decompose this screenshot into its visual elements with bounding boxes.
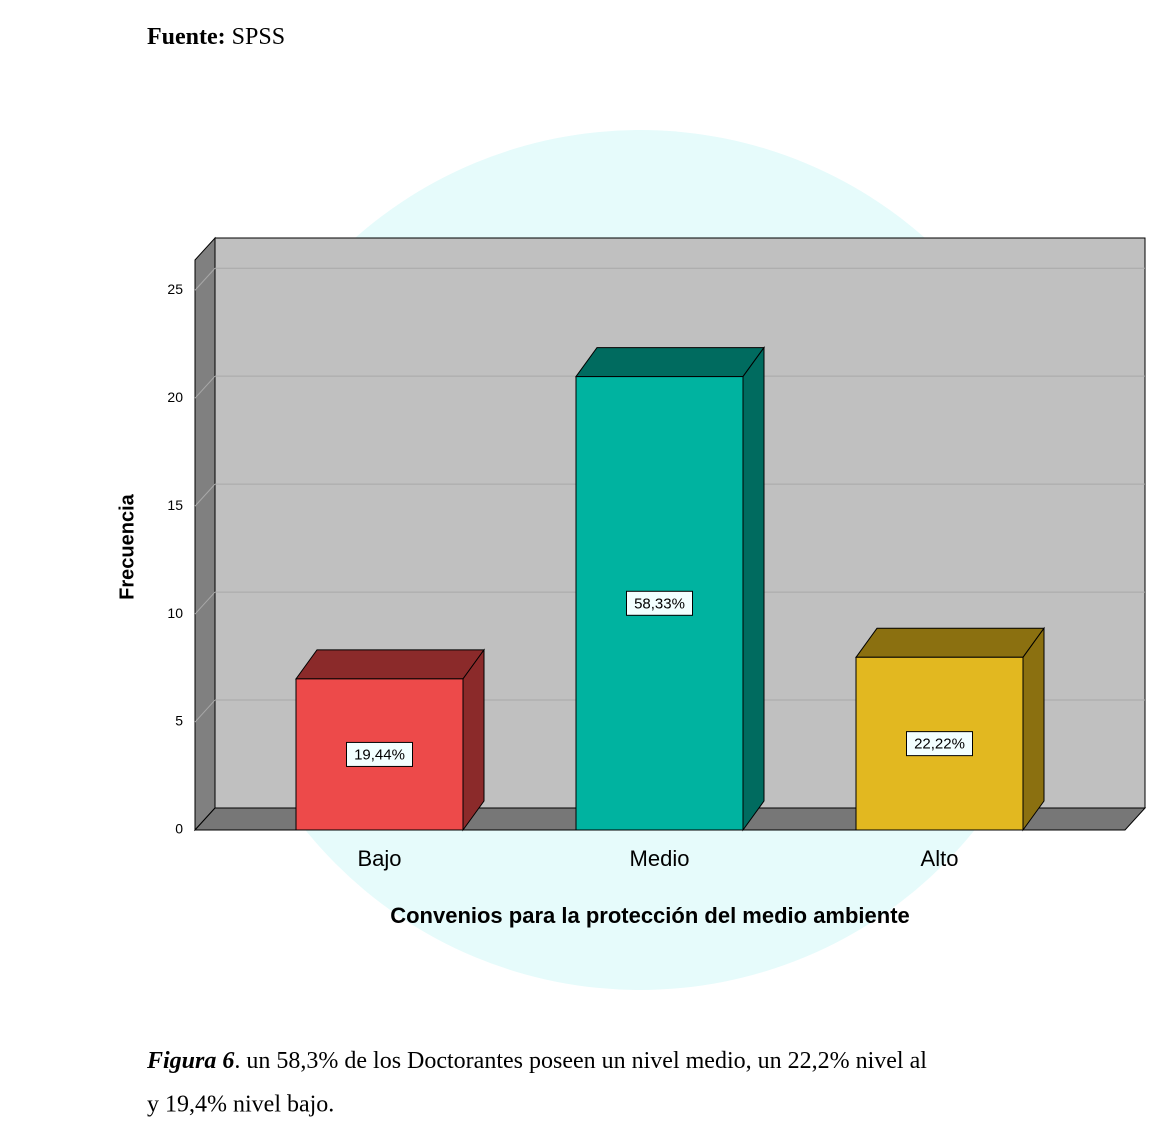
x-tick-label: Medio — [630, 846, 690, 871]
y-tick-label: 15 — [167, 497, 183, 513]
value-label: 58,33% — [634, 595, 685, 612]
y-tick-label: 10 — [167, 605, 183, 621]
bar-top — [295, 649, 485, 680]
y-tick-label: 0 — [175, 821, 183, 837]
grid-line — [194, 267, 216, 291]
caption-label: Figura 6 — [146, 1048, 234, 1074]
grid-line — [194, 483, 216, 507]
caption-line1: Figura 6. un 58,3% de los Doctorantes po… — [146, 1048, 927, 1074]
bar-side — [742, 346, 765, 832]
x-tick-label: Alto — [921, 846, 959, 871]
bar-top — [855, 627, 1045, 658]
y-tick-label: 5 — [175, 713, 183, 729]
caption-text: . un 58,3% de los Doctorantes poseen un … — [234, 1048, 927, 1074]
bar-top — [575, 347, 765, 378]
source-text: SPSS — [232, 24, 285, 50]
value-label-box — [346, 741, 413, 767]
value-label-box — [626, 590, 693, 616]
value-label-box — [906, 731, 973, 757]
plot: 0 5 10 15 20 25 19,44% Bajo 58,33% Medio 22,22% Alt… — [167, 267, 1145, 871]
x-axis-label: Convenios para la protección del medio a… — [390, 903, 910, 928]
caption-line2: y 19,4% nivel bajo. — [147, 1092, 334, 1118]
value-label: 22,22% — [914, 736, 965, 753]
grid-line — [194, 375, 216, 399]
source-label: Fuente: — [147, 24, 226, 50]
y-tick-label: 20 — [167, 389, 183, 405]
grid-line — [194, 591, 216, 615]
value-label: 19,44% — [354, 746, 405, 763]
source: Fuente: SPSS — [147, 24, 285, 50]
grid-line — [194, 699, 216, 723]
bar-side — [1022, 626, 1045, 832]
left-wall — [194, 236, 216, 832]
y-tick-label: 25 — [167, 281, 183, 297]
bar-side — [462, 648, 485, 832]
x-tick-label: Bajo — [357, 846, 401, 871]
y-axis-label: Frecuencia — [116, 493, 138, 599]
